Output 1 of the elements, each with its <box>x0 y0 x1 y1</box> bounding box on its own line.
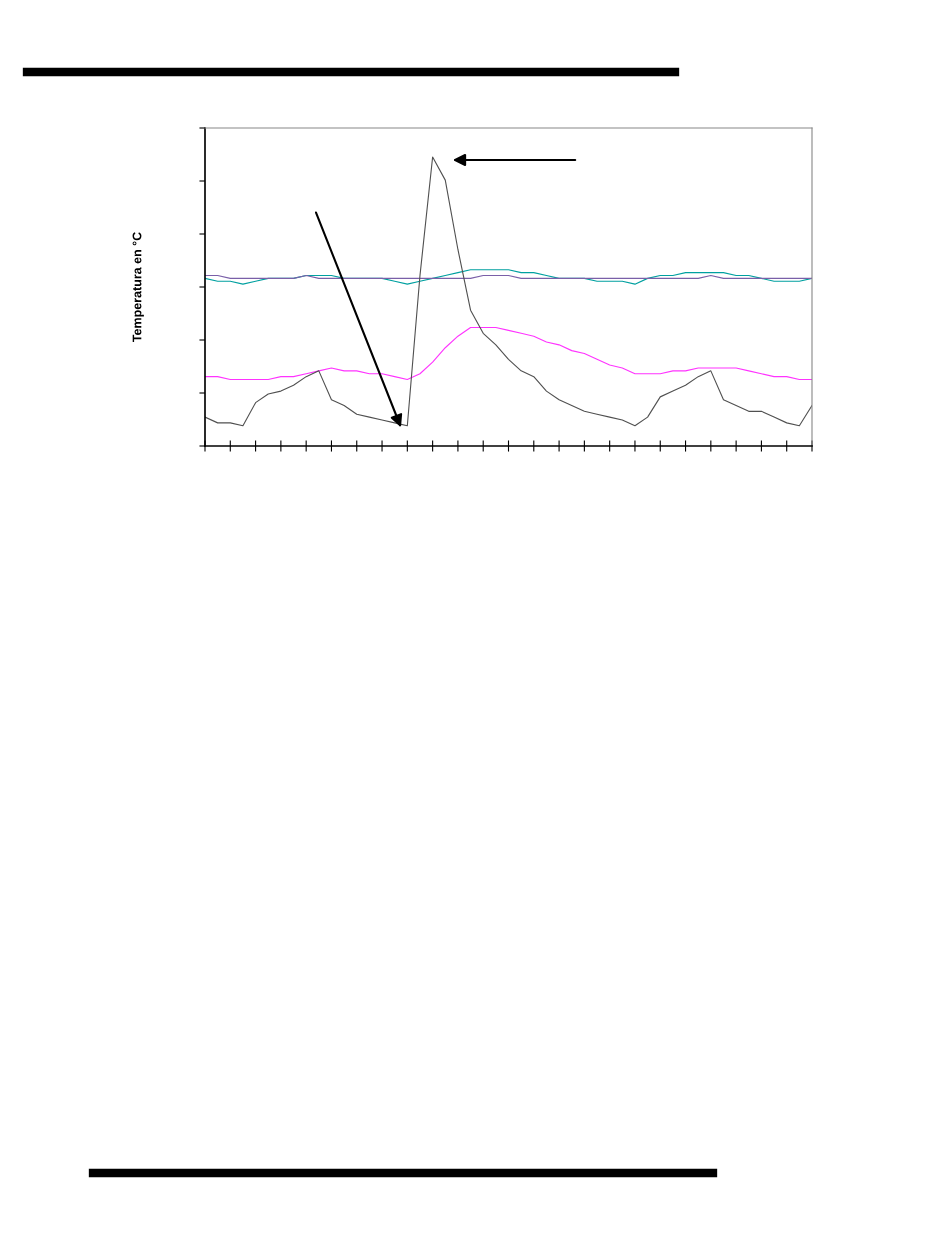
y-axis-title: Temperatura en °C <box>132 232 144 343</box>
